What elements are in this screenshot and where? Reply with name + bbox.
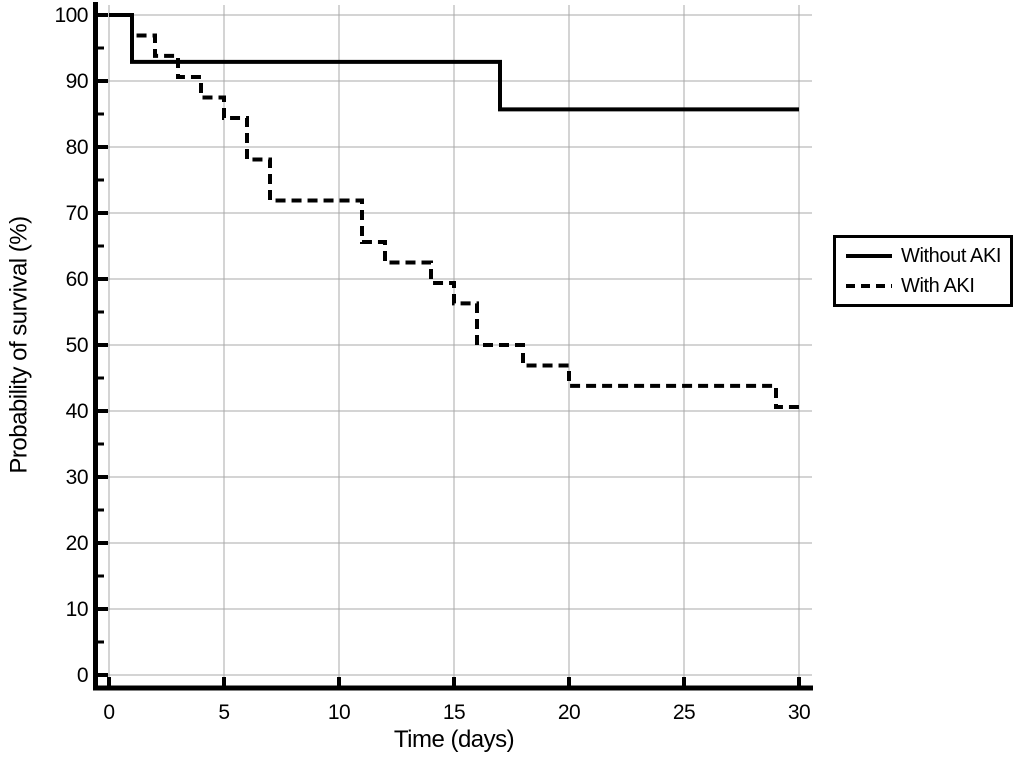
x-tick-label: 30 (788, 701, 810, 724)
y-tick-label: 40 (66, 400, 88, 423)
legend: Without AKI With AKI (833, 235, 1013, 307)
curve-with-aki (109, 13, 799, 410)
y-tick-label: 20 (66, 532, 88, 555)
solid-line-sample-icon (846, 254, 892, 258)
y-tick-label: 60 (66, 268, 88, 291)
y-tick-label: 50 (66, 334, 88, 357)
legend-item-without-aki: Without AKI (846, 241, 1010, 271)
y-tick-label: 0 (77, 664, 88, 687)
y-tick-label: 30 (66, 466, 88, 489)
x-tick-label: 20 (558, 701, 580, 724)
x-tick-label: 0 (103, 701, 114, 724)
x-tick-label: 25 (673, 701, 695, 724)
x-tick-label: 10 (328, 701, 350, 724)
y-tick-label: 100 (54, 4, 88, 27)
x-axis-title: Time (days) (393, 726, 515, 753)
y-tick-label: 10 (66, 598, 88, 621)
y-tick-label: 70 (66, 202, 88, 225)
dashed-line-sample-icon (846, 284, 892, 288)
legend-label-without-aki: Without AKI (901, 244, 1002, 267)
legend-label-with-aki: With AKI (901, 274, 975, 297)
x-tick-label: 15 (443, 701, 465, 724)
y-tick-label: 80 (66, 136, 88, 159)
y-tick-label: 90 (66, 70, 88, 93)
legend-item-with-aki: With AKI (846, 271, 1010, 301)
x-tick-label: 5 (218, 701, 229, 724)
